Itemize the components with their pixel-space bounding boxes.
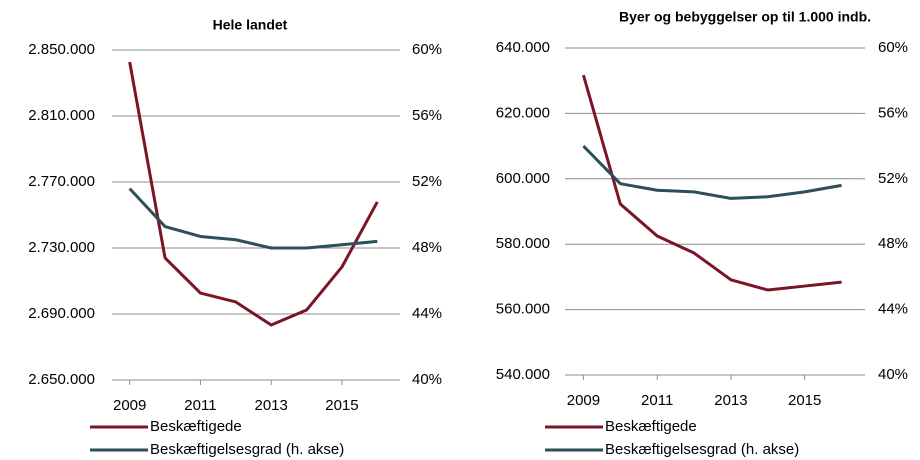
y2-tick-label: 56% bbox=[878, 104, 908, 121]
x-tick-label: 2013 bbox=[714, 392, 747, 409]
y2-tick-label: 40% bbox=[878, 366, 908, 383]
series-line bbox=[128, 61, 379, 327]
y-tick-label: 540.000 bbox=[496, 366, 550, 383]
y2-tick-label: 60% bbox=[878, 39, 908, 56]
y-tick-label: 2.850.000 bbox=[28, 41, 95, 58]
x-tick-label: 2015 bbox=[325, 397, 358, 414]
y2-tick-label: 52% bbox=[412, 173, 442, 190]
x-tick-label: 2011 bbox=[641, 392, 673, 409]
y2-tick-label: 44% bbox=[878, 301, 908, 318]
legend-label: Beskæftigelsesgrad (h. akse) bbox=[150, 441, 344, 458]
x-tick-label: 2013 bbox=[255, 397, 288, 414]
y2-tick-label: 40% bbox=[412, 371, 442, 388]
y-tick-label: 560.000 bbox=[496, 301, 550, 318]
y-tick-label: 620.000 bbox=[496, 104, 550, 121]
chart-title: Byer og bebyggelser op til 1.000 indb. bbox=[619, 9, 871, 25]
series-line bbox=[582, 145, 842, 200]
y2-tick-label: 48% bbox=[878, 235, 908, 252]
x-tick-label: 2009 bbox=[113, 397, 146, 414]
x-tick-label: 2011 bbox=[184, 397, 216, 414]
y-tick-label: 640.000 bbox=[496, 39, 550, 56]
y2-tick-label: 52% bbox=[878, 170, 908, 187]
y2-tick-label: 56% bbox=[412, 107, 442, 124]
y-tick-label: 2.690.000 bbox=[28, 305, 95, 322]
y2-tick-label: 48% bbox=[412, 239, 442, 256]
y-tick-label: 600.000 bbox=[496, 170, 550, 187]
y-tick-label: 2.730.000 bbox=[28, 239, 95, 256]
series-line bbox=[581, 74, 842, 292]
chart-title: Hele landet bbox=[213, 17, 288, 33]
y-tick-label: 2.770.000 bbox=[28, 173, 95, 190]
y2-tick-label: 44% bbox=[412, 305, 442, 322]
y2-tick-label: 60% bbox=[412, 41, 442, 58]
x-tick-label: 2009 bbox=[567, 392, 600, 409]
legend-label: Beskæftigelsesgrad (h. akse) bbox=[605, 441, 799, 458]
y-tick-label: 2.650.000 bbox=[28, 371, 95, 388]
legend-label: Beskæftigede bbox=[150, 418, 242, 435]
legend-label: Beskæftigede bbox=[605, 418, 697, 435]
y-tick-label: 2.810.000 bbox=[28, 107, 95, 124]
y-tick-label: 580.000 bbox=[496, 235, 550, 252]
series-line bbox=[128, 187, 378, 250]
x-tick-label: 2015 bbox=[788, 392, 821, 409]
